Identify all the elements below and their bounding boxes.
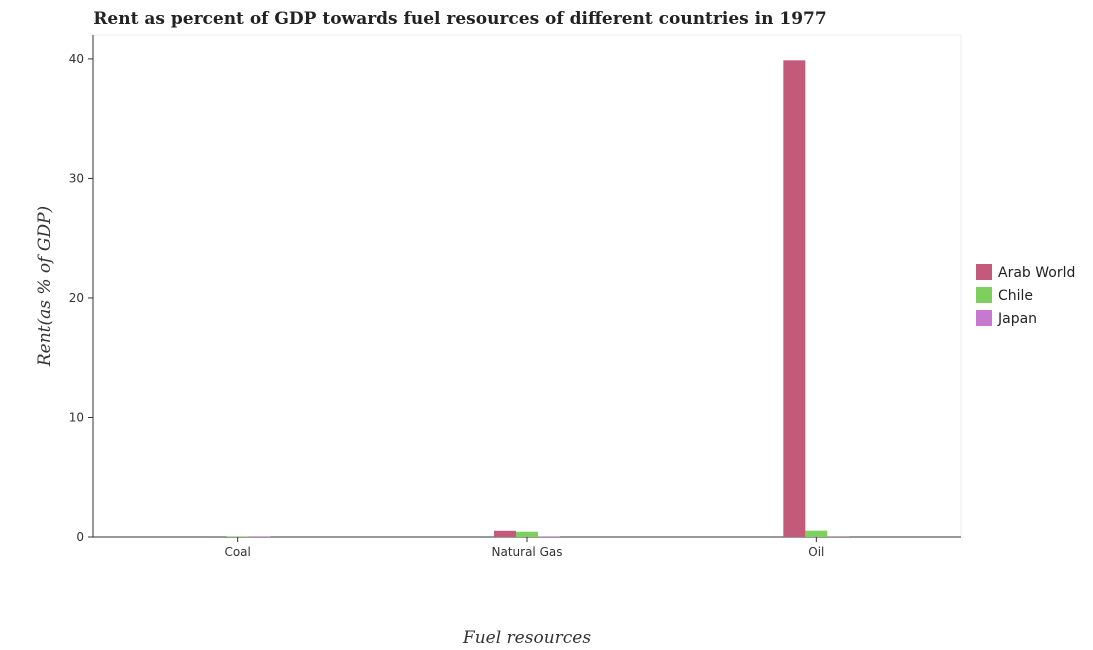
legend-swatch: [976, 264, 992, 280]
chart-title: Rent as percent of GDP towards fuel reso…: [93, 9, 826, 29]
y-tick-label: 40: [69, 52, 84, 66]
y-tick-label: 0: [76, 530, 84, 544]
x-tick-label: Natural Gas: [492, 545, 563, 559]
plot-area: [92, 34, 962, 538]
y-axis: 0 10 20 30 40: [69, 35, 94, 544]
legend-label: Chile: [998, 288, 1033, 304]
bar: [494, 530, 516, 537]
x-axis: Coal Natural Gas Oil: [93, 536, 961, 559]
legend-label: Arab World: [998, 265, 1075, 281]
legend-label: Japan: [997, 311, 1037, 327]
x-tick-label: Oil: [808, 545, 824, 559]
bar: [805, 530, 828, 537]
y-tick-label: 30: [69, 171, 84, 185]
bars: [204, 60, 850, 537]
bar: [516, 531, 538, 537]
legend-swatch: [976, 310, 992, 326]
y-tick-label: 10: [69, 410, 84, 424]
legend-swatch: [976, 287, 992, 303]
legend: Arab World Chile Japan: [976, 264, 1075, 327]
x-tick-label: Coal: [224, 545, 250, 559]
x-axis-title: Fuel resources: [462, 628, 591, 648]
y-tick-label: 20: [69, 291, 84, 305]
bar: [783, 60, 806, 537]
bar: [226, 536, 249, 537]
y-axis-title: Rent(as % of GDP): [35, 206, 55, 367]
